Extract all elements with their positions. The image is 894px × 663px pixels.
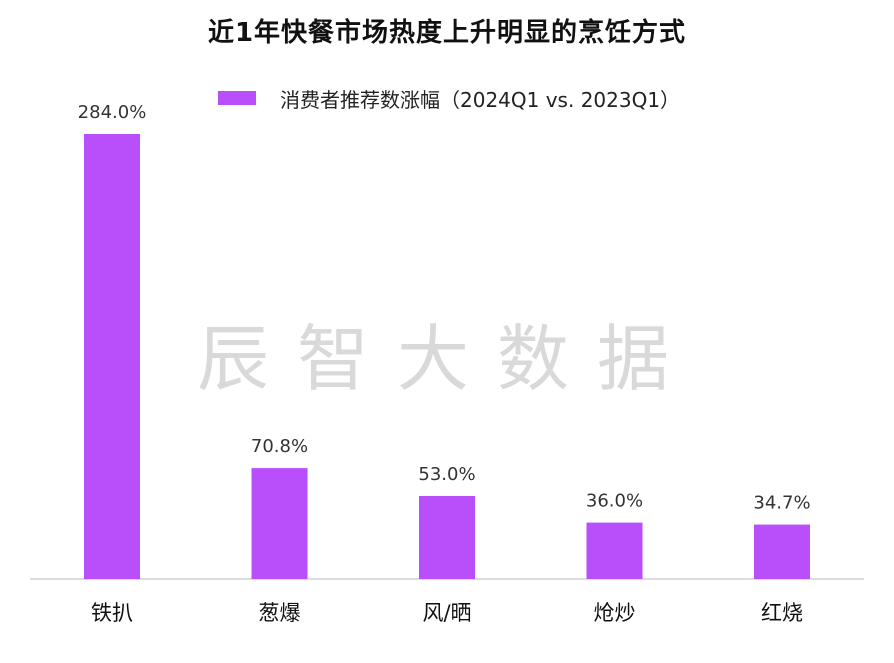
bar-1 — [251, 468, 308, 579]
legend: 消费者推荐数涨幅（2024Q1 vs. 2023Q1） — [218, 84, 680, 112]
value-label-4: 34.7% — [753, 493, 810, 514]
bar-0 — [84, 134, 140, 579]
watermark: 辰智大数据 — [196, 317, 697, 401]
bar-3 — [586, 522, 643, 579]
bar-2 — [419, 496, 475, 579]
value-label-3: 36.0% — [586, 491, 643, 512]
value-label-0: 284.0% — [78, 102, 147, 123]
value-label-1: 70.8% — [251, 436, 308, 457]
category-label-2: 风/晒 — [422, 601, 471, 625]
chart-title: 近1年快餐市场热度上升明显的烹饪方式 — [207, 18, 687, 48]
legend-swatch — [218, 91, 256, 105]
category-labels-group: 铁扒 葱爆 风/晒 炝炒 红烧 — [91, 601, 803, 625]
category-label-3: 炝炒 — [594, 601, 636, 625]
bars-group — [84, 134, 810, 579]
value-label-2: 53.0% — [418, 464, 475, 485]
category-label-1: 葱爆 — [259, 601, 301, 625]
bar-4 — [754, 524, 810, 579]
category-label-4: 红烧 — [761, 601, 803, 625]
legend-label: 消费者推荐数涨幅（2024Q1 vs. 2023Q1） — [280, 87, 681, 112]
value-labels-group: 284.0% 70.8% 53.0% 36.0% 34.7% — [78, 102, 811, 514]
category-label-0: 铁扒 — [91, 601, 133, 625]
